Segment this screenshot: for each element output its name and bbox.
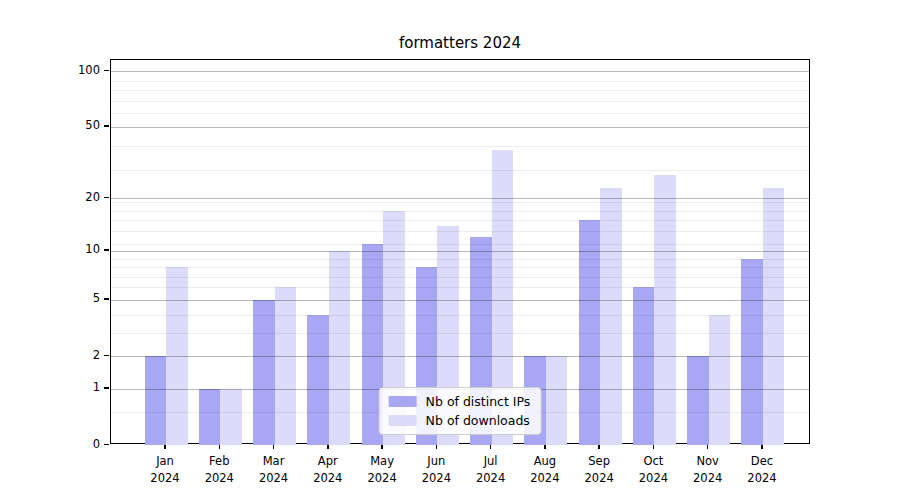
- gridline-minor: [111, 244, 809, 245]
- legend: Nb of distinct IPs Nb of downloads: [379, 387, 542, 435]
- y-tick-label-20: 20: [54, 192, 100, 204]
- bar-distinct-ips-jan: [145, 356, 167, 445]
- y-tick-mark-1: [104, 387, 109, 389]
- bar-distinct-ips-oct: [633, 287, 655, 445]
- gridline-minor: [111, 170, 809, 171]
- y-tick-label-100: 100: [54, 65, 100, 77]
- legend-swatch-distinct-ips: [389, 396, 417, 407]
- gridline-major-10: [111, 251, 809, 252]
- bar-distinct-ips-feb: [199, 389, 221, 445]
- gridline-minor: [111, 146, 809, 147]
- gridline-major-5: [111, 300, 809, 301]
- y-tick-mark-5: [104, 298, 109, 300]
- bar-distinct-ips-mar: [253, 300, 275, 445]
- bar-downloads-sep: [600, 188, 622, 445]
- y-tick-mark-20: [104, 197, 109, 199]
- bar-downloads-jan: [166, 267, 188, 445]
- y-tick-mark-100: [104, 70, 109, 72]
- gridline-minor: [111, 259, 809, 260]
- y-tick-label-5: 5: [54, 293, 100, 305]
- y-tick-label-0: 0: [54, 439, 100, 451]
- y-tick-mark-10: [104, 249, 109, 251]
- bar-downloads-mar: [275, 287, 297, 445]
- plot-area: Nb of distinct IPs Nb of downloads: [110, 59, 810, 444]
- x-tick-label-dec: Dec2024: [727, 453, 797, 486]
- gridline-minor: [111, 211, 809, 212]
- gridline-minor: [111, 113, 809, 114]
- gridline-minor: [111, 277, 809, 278]
- legend-label-downloads: Nb of downloads: [426, 413, 530, 428]
- bar-downloads-nov: [709, 315, 731, 445]
- legend-label-distinct-ips: Nb of distinct IPs: [426, 394, 531, 409]
- legend-item-distinct-ips: Nb of distinct IPs: [389, 394, 531, 409]
- chart-figure: formatters 2024 Nb of distinct IPs Nb of…: [0, 0, 900, 500]
- y-tick-label-50: 50: [54, 120, 100, 132]
- bar-downloads-feb: [220, 389, 242, 445]
- legend-item-downloads: Nb of downloads: [389, 413, 531, 428]
- bar-downloads-apr: [329, 251, 351, 445]
- legend-swatch-downloads: [389, 415, 417, 426]
- bar-downloads-oct: [654, 175, 676, 445]
- gridline-major-100: [111, 71, 809, 72]
- gridline-minor: [111, 315, 809, 316]
- bar-distinct-ips-sep: [579, 220, 601, 445]
- gridline-minor: [111, 231, 809, 232]
- y-tick-mark-50: [104, 125, 109, 127]
- gridline-minor: [111, 90, 809, 91]
- y-tick-label-2: 2: [54, 350, 100, 362]
- bar-downloads-aug: [546, 356, 568, 445]
- y-tick-label-1: 1: [54, 382, 100, 394]
- gridline-major-50: [111, 127, 809, 128]
- gridline-minor: [111, 81, 809, 82]
- bar-distinct-ips-dec: [741, 259, 763, 446]
- gridline-minor: [111, 220, 809, 221]
- bar-downloads-dec: [763, 188, 785, 445]
- bar-distinct-ips-apr: [307, 315, 329, 445]
- gridline-minor: [111, 267, 809, 268]
- gridline-minor: [111, 101, 809, 102]
- gridline-minor: [111, 287, 809, 288]
- y-tick-mark-2: [104, 355, 109, 357]
- chart-title: formatters 2024: [110, 34, 810, 52]
- y-tick-mark-0: [104, 444, 109, 446]
- gridline-minor: [111, 202, 809, 203]
- gridline-major-20: [111, 198, 809, 199]
- gridline-minor: [111, 333, 809, 334]
- y-tick-label-10: 10: [54, 244, 100, 256]
- bar-distinct-ips-nov: [687, 356, 709, 445]
